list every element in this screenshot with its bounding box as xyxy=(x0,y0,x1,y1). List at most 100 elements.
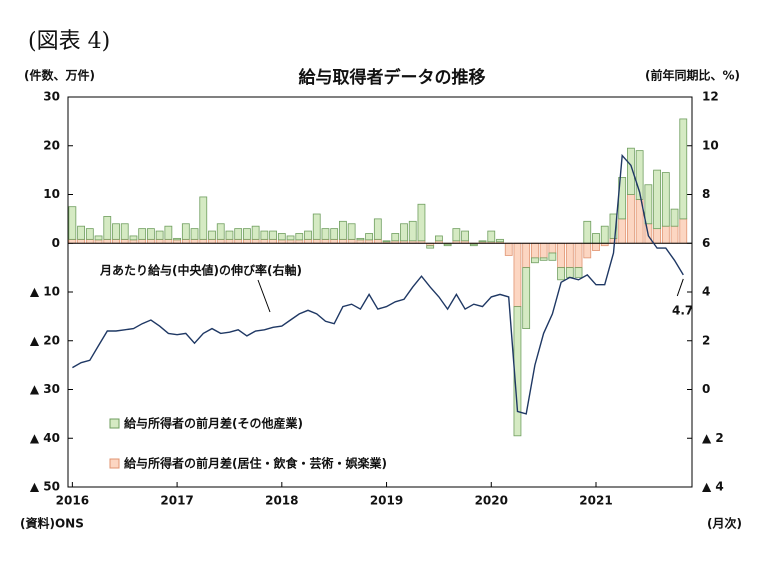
bar xyxy=(330,238,339,244)
y2-tick-label: 8 xyxy=(702,187,710,201)
x-tick-label: 2018 xyxy=(265,494,298,508)
bar xyxy=(382,240,391,243)
leader-line xyxy=(257,279,271,313)
bar xyxy=(583,220,592,244)
bar xyxy=(112,238,120,244)
bar xyxy=(400,223,408,242)
annotation: 4.7 xyxy=(672,304,693,318)
bar xyxy=(592,233,600,244)
bar xyxy=(330,228,339,240)
bar xyxy=(452,228,461,242)
x-tick-label: 2016 xyxy=(56,494,89,508)
bar xyxy=(243,238,251,244)
x-tick-label: 2020 xyxy=(475,494,508,508)
legend-label: 給与所得者の前月差(その他産業) xyxy=(124,416,303,431)
bar xyxy=(347,238,356,244)
bar xyxy=(653,169,661,230)
bar xyxy=(321,228,330,240)
bar xyxy=(522,242,531,269)
bar xyxy=(147,228,155,240)
y-tick-label: 10 xyxy=(43,187,60,201)
bar xyxy=(260,238,269,244)
bar xyxy=(120,223,129,240)
bar xyxy=(181,238,190,244)
bar xyxy=(339,238,347,244)
bar xyxy=(225,238,234,244)
bar xyxy=(173,237,181,241)
y2-tick-label: 10 xyxy=(702,138,719,152)
bar xyxy=(435,235,443,242)
legend-swatch xyxy=(109,418,120,429)
bar xyxy=(112,223,120,240)
bar xyxy=(531,257,539,264)
bar xyxy=(531,242,539,259)
bar xyxy=(574,267,583,278)
bar xyxy=(190,228,199,240)
bar xyxy=(661,172,670,227)
bar xyxy=(653,228,661,244)
bar xyxy=(277,239,286,244)
bar xyxy=(356,239,365,244)
bar xyxy=(120,238,129,244)
y-tick-label: ▲ 30 xyxy=(30,382,60,396)
bar xyxy=(478,240,487,243)
bar xyxy=(304,238,312,244)
bar xyxy=(373,238,382,244)
bar xyxy=(181,223,190,240)
chart-title: 給与取得者データの推移 xyxy=(299,67,486,88)
bar xyxy=(216,223,225,240)
bar xyxy=(155,238,164,244)
bar xyxy=(417,203,426,242)
bar xyxy=(365,239,373,244)
bar xyxy=(469,243,478,247)
bar xyxy=(321,238,330,244)
bar xyxy=(85,228,94,240)
bar xyxy=(312,213,321,240)
bar xyxy=(627,194,635,244)
bar xyxy=(164,225,173,240)
y-tick-label: ▲ 40 xyxy=(30,431,60,445)
bar xyxy=(129,235,138,241)
bar xyxy=(103,238,112,244)
bar xyxy=(679,218,688,244)
bar xyxy=(565,242,574,269)
bar xyxy=(199,196,208,240)
bar xyxy=(260,230,269,240)
x-tick-label: 2019 xyxy=(370,494,403,508)
bar xyxy=(548,252,557,261)
bar xyxy=(644,184,653,225)
y2-tick-label: 0 xyxy=(702,382,710,396)
bar xyxy=(216,238,225,244)
figure-number: (図表 4) xyxy=(28,29,110,54)
bar xyxy=(356,237,365,241)
y2-tick-label: 2 xyxy=(702,333,710,347)
y2-tick-label: 4 xyxy=(702,285,710,299)
bar xyxy=(286,235,295,241)
y-tick-label: 0 xyxy=(52,236,60,250)
y2-axis-label: (前年同期比、%) xyxy=(645,68,740,83)
y2-tick-label: ▲ 4 xyxy=(702,480,724,494)
bar xyxy=(539,257,548,261)
y-tick-label: ▲ 10 xyxy=(30,285,60,299)
bar xyxy=(557,267,565,281)
bar xyxy=(173,239,181,244)
bar xyxy=(487,230,496,243)
bar xyxy=(277,233,286,241)
bar xyxy=(609,237,618,244)
line-label: 月あたり給与(中央値)の伸び率(右軸) xyxy=(99,263,302,278)
bar xyxy=(251,238,260,244)
bar xyxy=(77,225,85,240)
bar xyxy=(443,243,452,247)
bar xyxy=(190,238,199,244)
x-tick-label: 2017 xyxy=(160,494,193,508)
bar xyxy=(312,238,321,244)
y2-tick-label: 12 xyxy=(702,90,719,104)
bar xyxy=(504,242,513,256)
bar xyxy=(609,213,618,239)
bar xyxy=(670,225,679,244)
y-axis-label: (件数、万件) xyxy=(24,68,95,83)
bar xyxy=(391,233,400,242)
bar xyxy=(574,242,583,269)
bar xyxy=(199,238,208,244)
